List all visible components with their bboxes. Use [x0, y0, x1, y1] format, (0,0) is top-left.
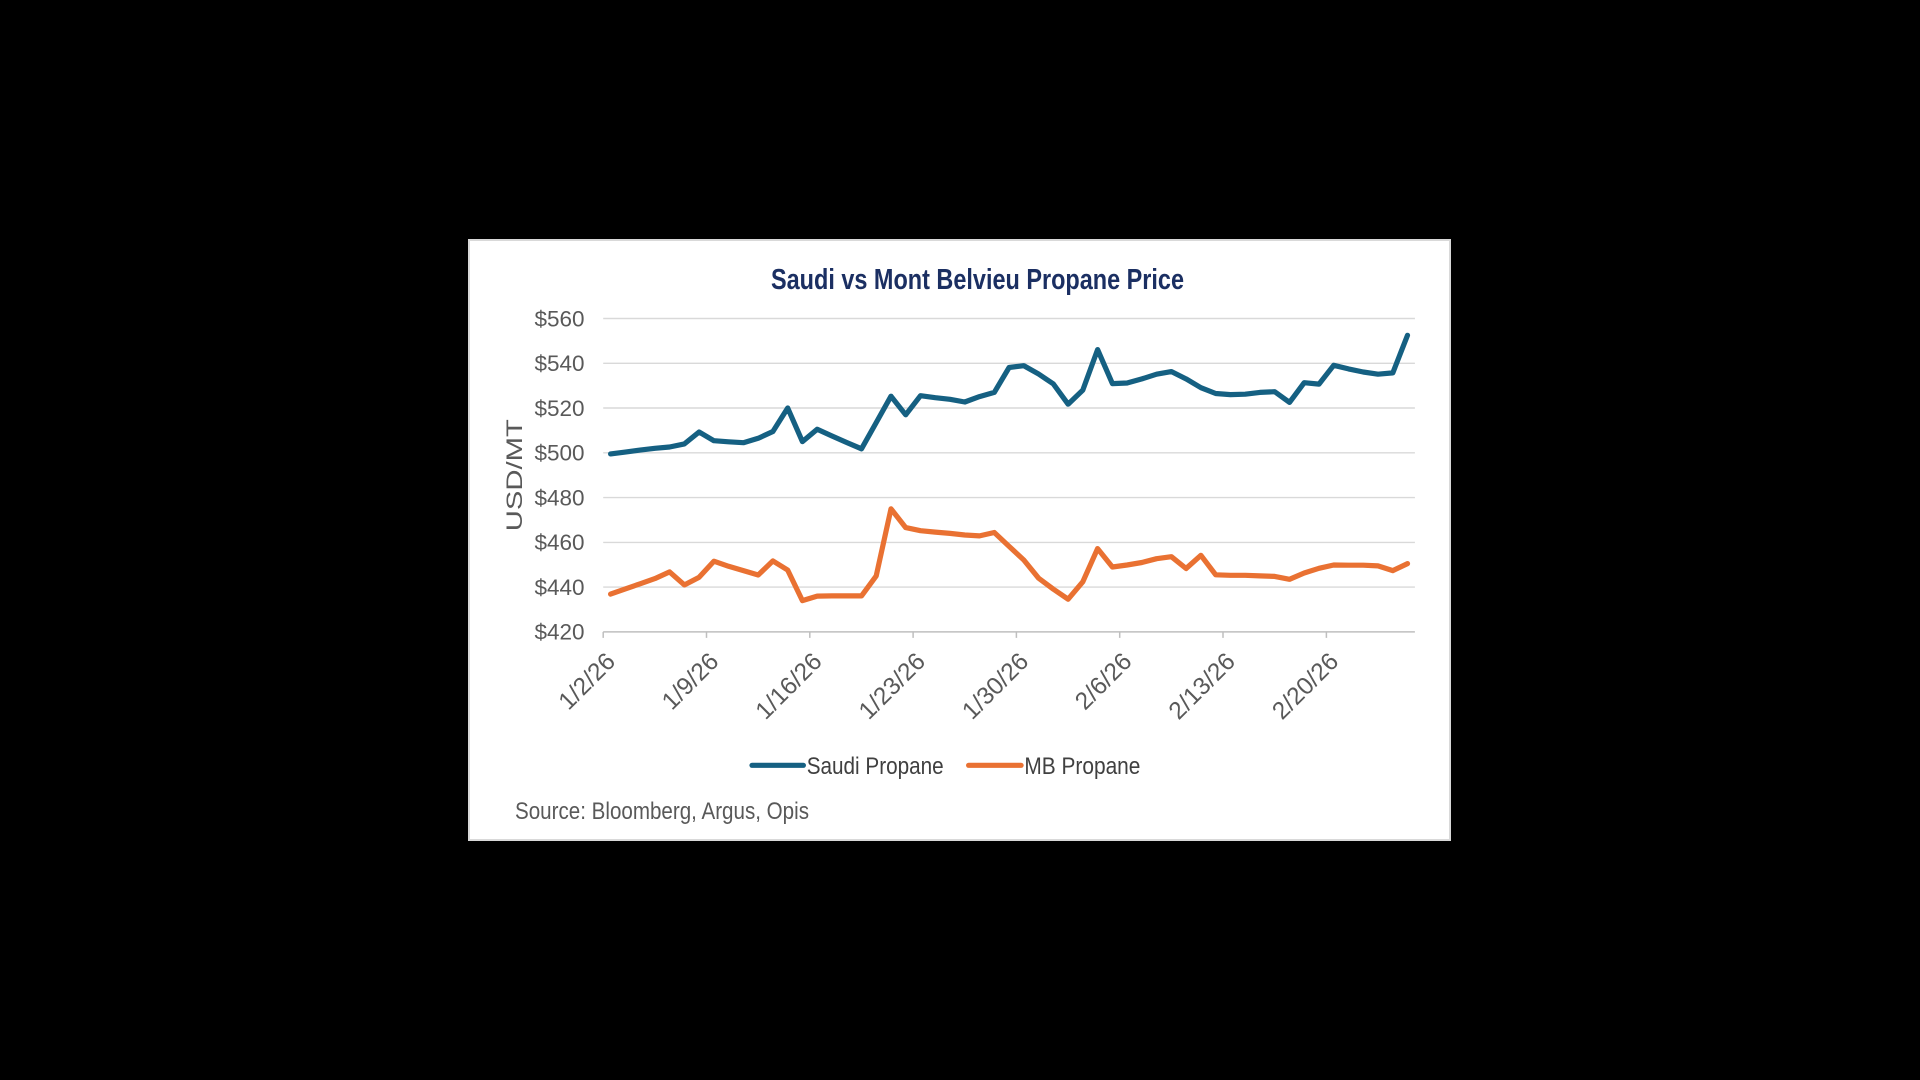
svg-text:$520: $520	[534, 396, 584, 421]
svg-text:2/13/26: 2/13/26	[1164, 648, 1241, 725]
svg-text:$480: $480	[534, 485, 584, 510]
svg-text:1/9/26: 1/9/26	[657, 648, 724, 715]
svg-text:1/16/26: 1/16/26	[751, 648, 828, 725]
svg-text:1/30/26: 1/30/26	[957, 648, 1034, 725]
svg-text:MB Propane: MB Propane	[1024, 753, 1140, 780]
svg-text:$560: $560	[534, 306, 584, 331]
svg-text:USD/MT: USD/MT	[502, 419, 527, 531]
svg-text:2/20/26: 2/20/26	[1267, 648, 1344, 725]
svg-text:$420: $420	[534, 620, 584, 645]
svg-text:1/2/26: 1/2/26	[554, 648, 621, 715]
svg-text:2/6/26: 2/6/26	[1070, 648, 1137, 715]
svg-text:$540: $540	[534, 351, 584, 376]
svg-text:Saudi vs Mont Belvieu Propane: Saudi vs Mont Belvieu Propane Price	[771, 264, 1184, 296]
svg-text:$440: $440	[534, 575, 584, 600]
svg-text:1/23/26: 1/23/26	[854, 648, 931, 725]
svg-text:$500: $500	[534, 441, 584, 466]
svg-text:Source: Bloomberg, Argus, Opis: Source: Bloomberg, Argus, Opis	[515, 798, 809, 825]
svg-text:$460: $460	[534, 530, 584, 555]
svg-text:Saudi Propane: Saudi Propane	[807, 753, 944, 780]
